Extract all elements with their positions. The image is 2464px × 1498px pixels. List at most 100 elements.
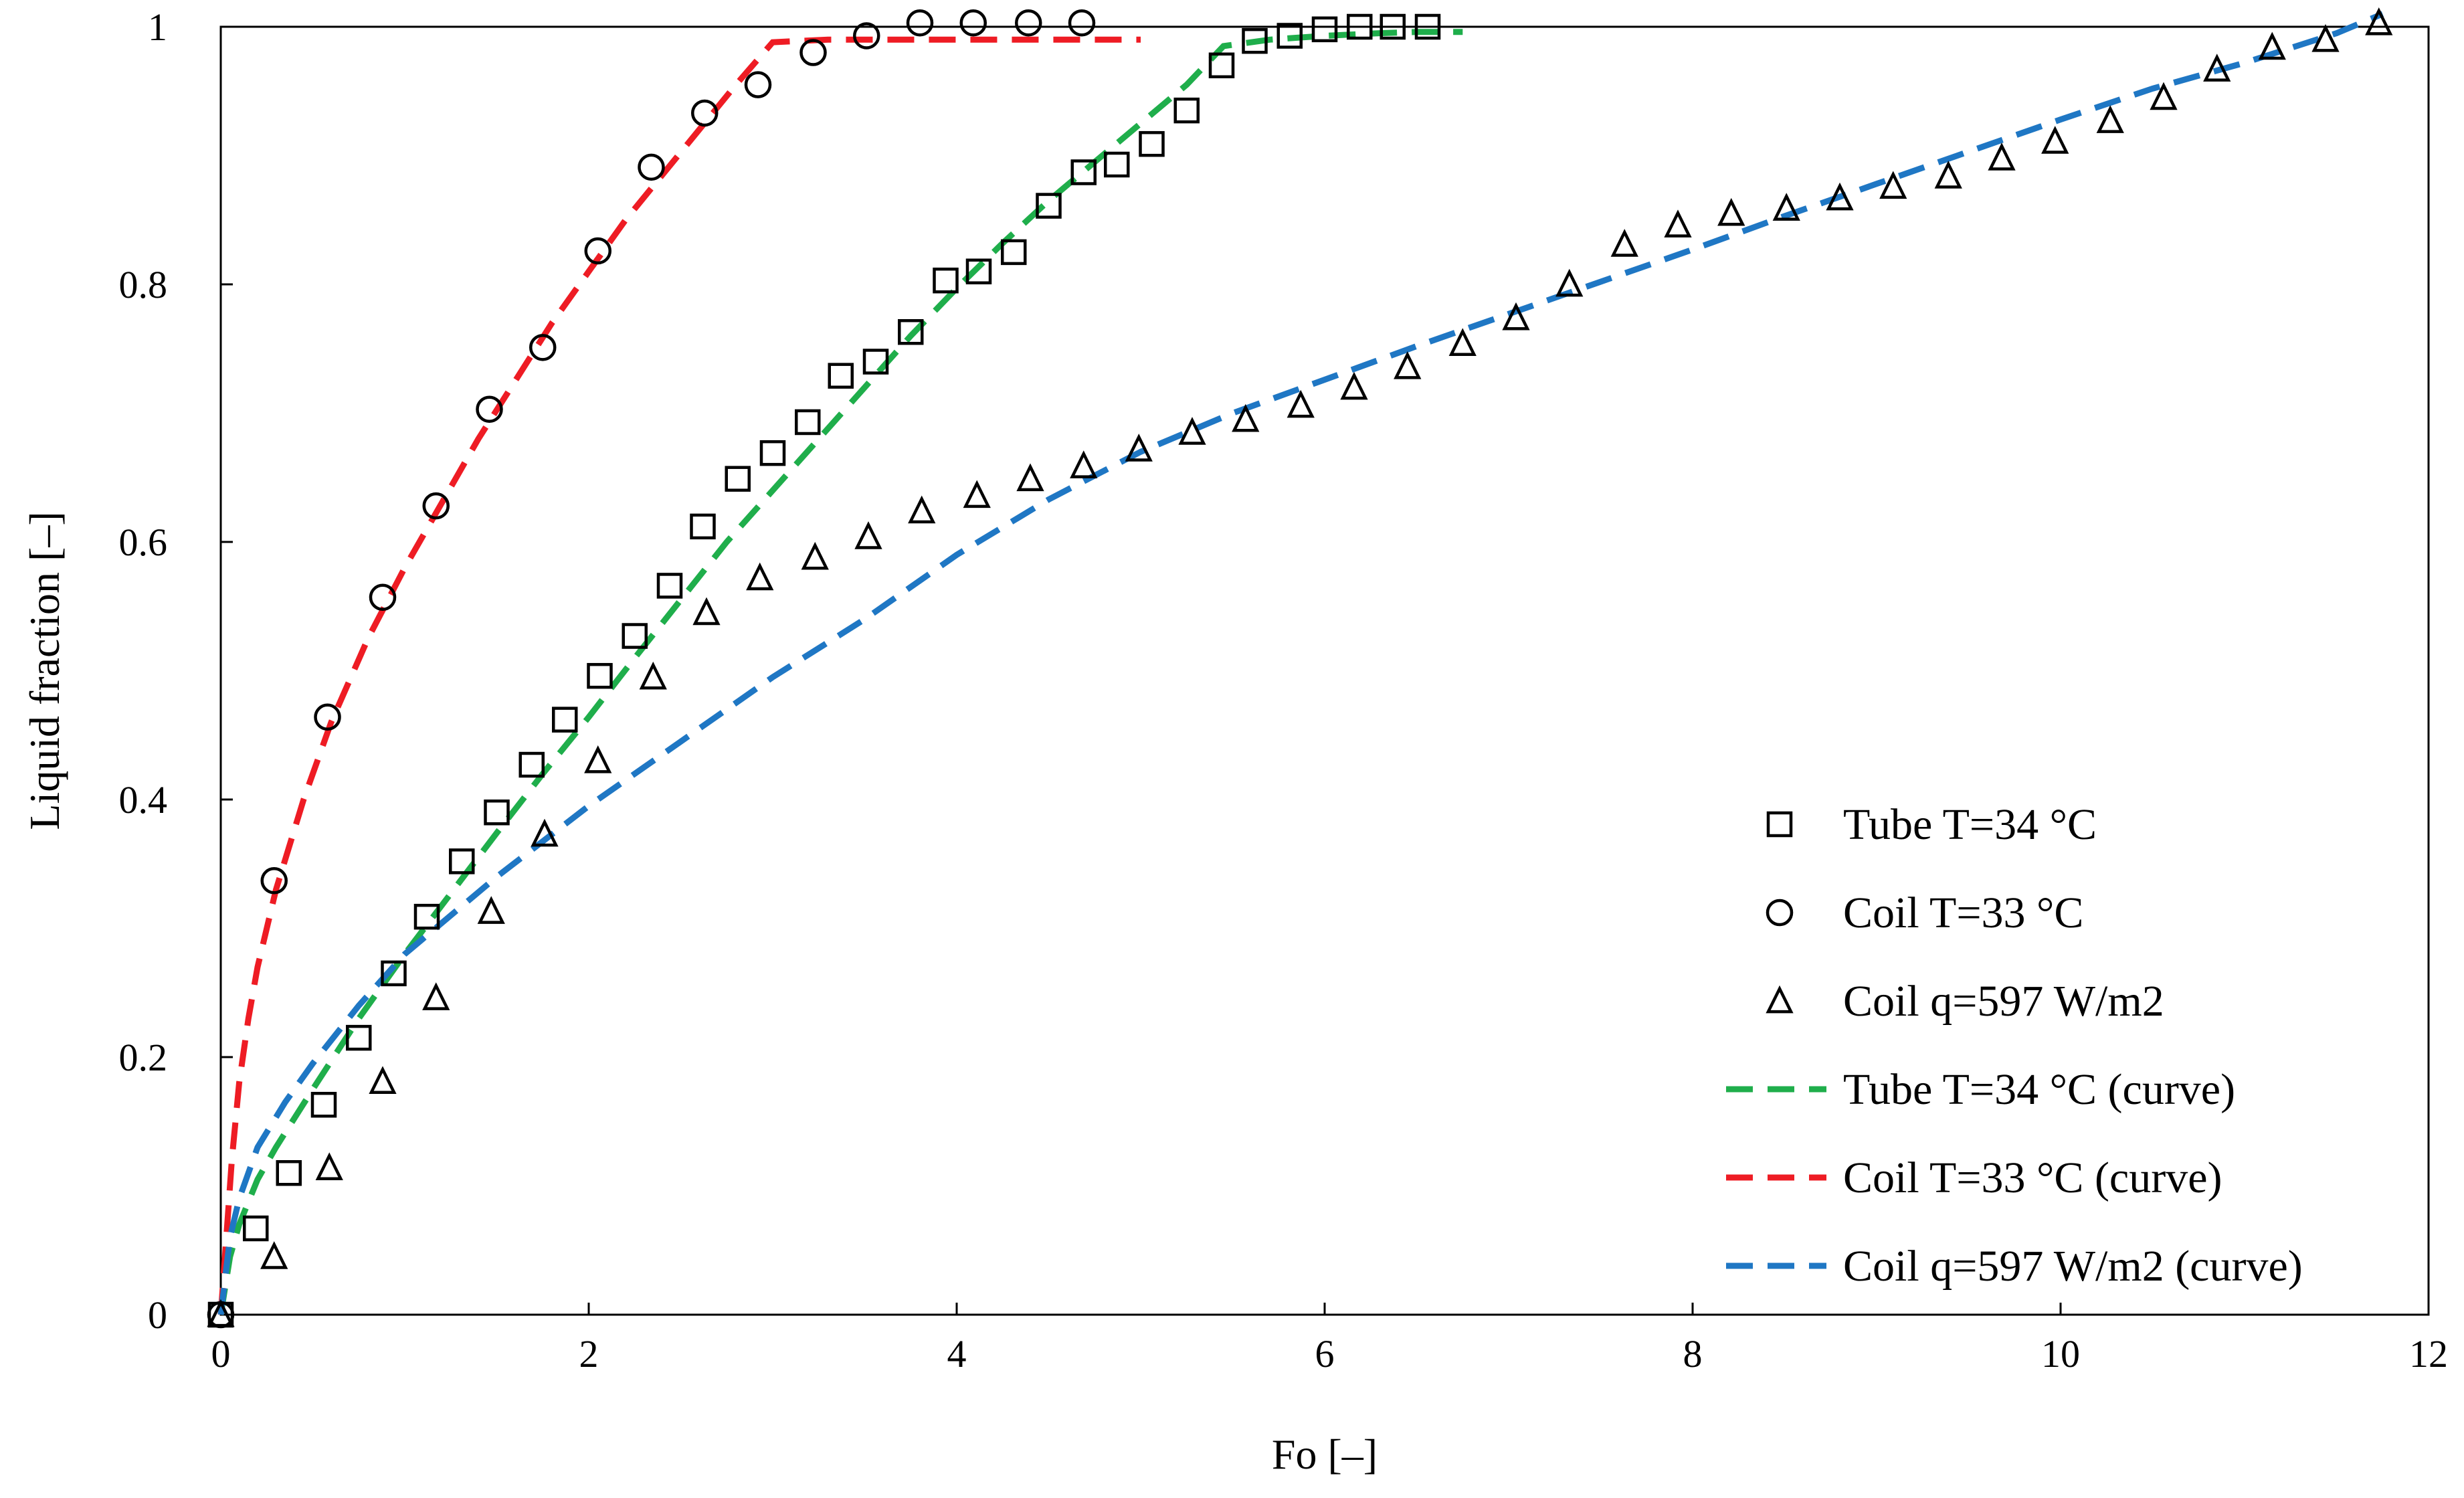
x-tick-label: 12: [2409, 1332, 2448, 1376]
y-axis-title: Liquid fraction [–]: [21, 511, 68, 830]
legend-marker-triangle: [1766, 985, 1794, 1014]
y-tick-label: 0.4: [119, 778, 168, 822]
y-tick-label: 0.6: [119, 521, 168, 564]
data-point-square: [1139, 130, 1165, 157]
data-point-square: [965, 258, 992, 284]
plot-frame: [219, 25, 2430, 1316]
data-point-circle: [959, 9, 987, 37]
data-point-square: [1173, 97, 1200, 124]
data-point-circle: [691, 99, 719, 127]
data-point-square: [725, 466, 751, 492]
data-point-triangle: [1772, 193, 1800, 221]
data-point-square: [1036, 193, 1062, 219]
x-tick-label: 8: [1683, 1332, 1703, 1376]
data-point-circle: [584, 237, 611, 265]
legend-label: Coil T=33 °C: [1843, 888, 2083, 937]
data-point-square: [622, 623, 648, 649]
data-point-triangle: [1934, 161, 1962, 189]
data-point-square: [1104, 151, 1130, 178]
y-tick-label: 0: [148, 1293, 167, 1337]
chart-legend: Tube T=34 °C Coil T=33 °C Coil q=597 W/m2 T…: [1726, 800, 2303, 1291]
x-axis-title: Fo [–]: [1272, 1430, 1378, 1478]
data-point-triangle: [854, 521, 882, 549]
data-point-triangle: [746, 562, 774, 591]
data-point-triangle: [963, 480, 991, 508]
data-point-circle: [314, 703, 341, 731]
data-point-triangle: [692, 597, 721, 626]
data-point-triangle: [315, 1152, 343, 1180]
legend-label: Coil q=597 W/m2: [1843, 977, 2164, 1026]
chart-curves: [217, 11, 2384, 1315]
data-point-square: [413, 903, 440, 930]
data-point-triangle: [2041, 126, 2069, 154]
series-curve-5: [217, 11, 2384, 1315]
data-point-square: [1242, 27, 1268, 54]
series-curve-4: [217, 36, 1141, 1315]
data-point-triangle: [2096, 105, 2124, 133]
x-tick-label: 6: [1315, 1332, 1335, 1376]
legend-label: Tube T=34 °C: [1843, 800, 2097, 849]
data-point-triangle: [1070, 450, 1098, 478]
data-point-square: [862, 349, 889, 375]
data-point-triangle: [260, 1241, 288, 1269]
data-point-square: [518, 751, 545, 778]
chart-axes: 0 2 4 6 8 10 12 0 0.2 0.4 0.6 0.8 1 Fo [–] Liquid frac…: [21, 5, 2448, 1478]
data-point-square: [759, 440, 786, 466]
y-tick-label: 0.2: [119, 1036, 168, 1079]
data-point-triangle: [1664, 209, 1692, 238]
data-point-circle: [853, 22, 880, 50]
data-point-triangle: [1879, 171, 1907, 199]
data-point-square: [795, 409, 821, 436]
data-point-square: [381, 960, 407, 987]
data-point-triangle: [369, 1066, 397, 1094]
data-point-triangle: [1448, 328, 1477, 356]
data-point-square: [346, 1024, 372, 1051]
data-point-circle: [1015, 9, 1042, 37]
x-tick-label: 10: [2041, 1332, 2080, 1376]
data-point-triangle: [1287, 389, 1315, 418]
data-point-square: [690, 513, 716, 540]
data-point-square: [276, 1160, 302, 1186]
data-point-triangle: [1340, 371, 1368, 400]
legend-label: Coil q=597 W/m2 (curve): [1843, 1242, 2303, 1291]
data-point-triangle: [1610, 229, 1638, 257]
data-point-square: [552, 707, 578, 733]
data-point-triangle: [2150, 82, 2178, 110]
data-point-square: [828, 363, 854, 389]
data-point-circle: [906, 9, 934, 37]
data-point-triangle: [1502, 302, 1530, 331]
legend-marker-circle: [1766, 899, 1794, 927]
data-point-square: [898, 318, 924, 345]
data-point-square: [310, 1091, 337, 1118]
data-point-square: [484, 800, 510, 826]
data-point-square: [1001, 239, 1027, 266]
data-point-circle: [422, 492, 450, 520]
data-point-square: [587, 662, 613, 689]
data-point-triangle: [639, 661, 667, 690]
x-tick-label: 2: [579, 1332, 599, 1376]
y-tick-label: 1: [148, 5, 167, 49]
data-point-triangle: [1555, 268, 1584, 297]
y-tick-label: 0.8: [119, 263, 168, 306]
data-point-triangle: [477, 896, 505, 924]
data-point-triangle: [2203, 54, 2231, 82]
data-point-circle: [476, 395, 503, 423]
series-curve-3: [217, 29, 1463, 1315]
data-point-square: [1380, 13, 1406, 40]
data-point-triangle: [908, 495, 936, 524]
data-point-triangle: [584, 745, 612, 773]
data-point-triangle: [207, 1299, 235, 1327]
data-point-square: [1311, 16, 1338, 43]
data-point-square: [243, 1215, 269, 1242]
data-point-triangle: [1016, 463, 1044, 492]
legend-label: Coil T=33 °C (curve): [1843, 1153, 2222, 1202]
data-point-circle: [260, 867, 288, 895]
data-point-triangle: [1125, 434, 1153, 462]
data-point-triangle: [1394, 351, 1422, 379]
data-point-square: [1208, 52, 1235, 78]
data-point-triangle: [1988, 143, 2016, 171]
data-point-square: [1070, 159, 1097, 185]
legend-label: Tube T=34 °C (curve): [1843, 1065, 2235, 1114]
data-point-square: [656, 573, 683, 599]
data-point-triangle: [531, 818, 559, 847]
